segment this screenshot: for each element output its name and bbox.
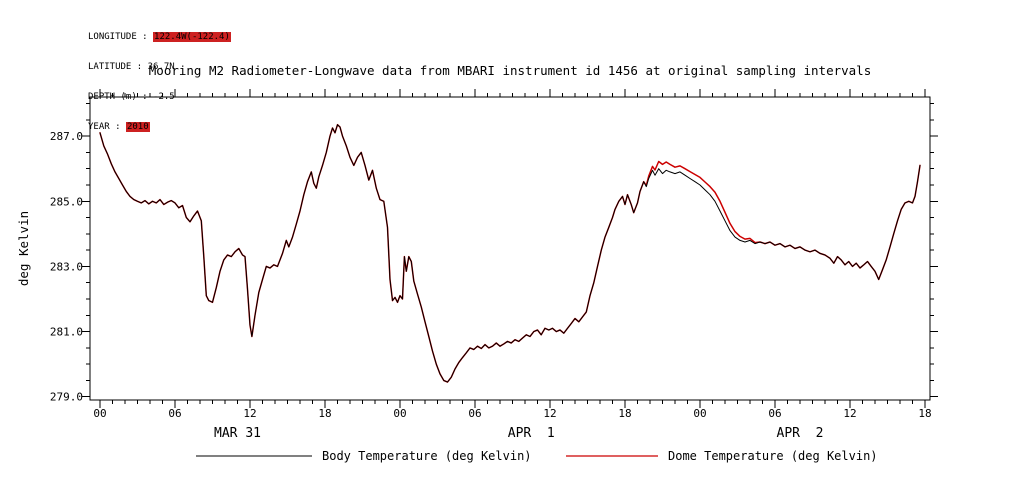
x-tick-label: 12 bbox=[543, 407, 556, 420]
y-tick-label: 283.0 bbox=[50, 260, 83, 273]
x-tick-label: 06 bbox=[468, 407, 481, 420]
latitude-label: LATITUDE : bbox=[88, 62, 143, 72]
x-date-label: APR 1 bbox=[508, 426, 555, 441]
plot-frame bbox=[89, 96, 931, 401]
body-temperature-line bbox=[99, 124, 921, 383]
x-tick-label: 00 bbox=[693, 407, 706, 420]
header-line-year: YEAR : 2010 bbox=[88, 122, 231, 132]
x-date-label: MAR 31 bbox=[214, 426, 261, 441]
latitude-value: 36.7N bbox=[147, 62, 175, 72]
x-tick-label: 00 bbox=[393, 407, 406, 420]
x-tick-label: 18 bbox=[318, 407, 331, 420]
x-tick-label: 06 bbox=[768, 407, 781, 420]
y-tick-label: 285.0 bbox=[50, 195, 83, 208]
header-line-latitude: LATITUDE : 36.7N bbox=[88, 62, 231, 72]
year-label: YEAR : bbox=[88, 122, 121, 132]
y-tick-label: 281.0 bbox=[50, 326, 83, 339]
y-axis-label: deg Kelvin bbox=[16, 211, 31, 286]
y-tick-label: 279.0 bbox=[50, 391, 83, 404]
x-date-label: APR 2 bbox=[777, 426, 824, 441]
header-line-longitude: LONGITUDE : 122.4W(-122.4) bbox=[88, 32, 231, 42]
longitude-label: LONGITUDE : bbox=[88, 32, 148, 42]
x-tick-label: 00 bbox=[93, 407, 106, 420]
y-tick-label: 287.0 bbox=[50, 130, 83, 143]
dome-legend-label: Dome Temperature (deg Kelvin) bbox=[668, 449, 878, 463]
longitude-value: 122.4W(-122.4) bbox=[153, 32, 231, 42]
x-tick-label: 18 bbox=[918, 407, 931, 420]
x-tick-label: 06 bbox=[168, 407, 181, 420]
year-value: 2010 bbox=[125, 122, 150, 132]
x-tick-label: 18 bbox=[618, 407, 631, 420]
dome-temperature-line bbox=[99, 123, 921, 383]
body-legend-label: Body Temperature (deg Kelvin) bbox=[322, 449, 532, 463]
x-tick-label: 12 bbox=[243, 407, 256, 420]
chart-title: Mooring M2 Radiometer-Longwave data from… bbox=[148, 63, 872, 78]
x-tick-label: 12 bbox=[843, 407, 856, 420]
